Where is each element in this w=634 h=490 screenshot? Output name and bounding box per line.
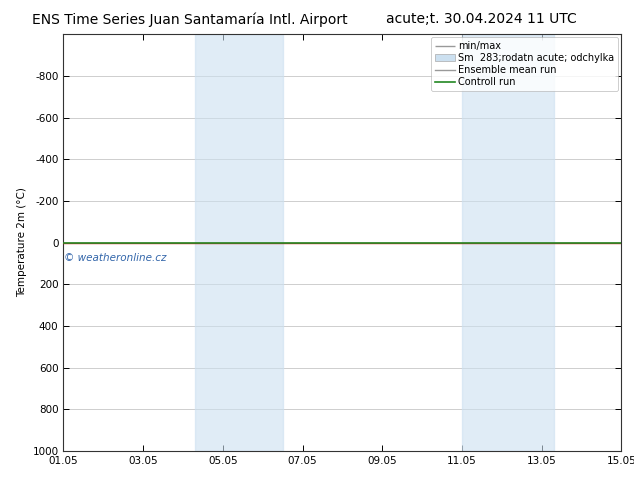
- Text: © weatheronline.cz: © weatheronline.cz: [64, 253, 167, 263]
- Legend: min/max, Sm  283;rodatn acute; odchylka, Ensemble mean run, Controll run: min/max, Sm 283;rodatn acute; odchylka, …: [431, 37, 618, 91]
- Text: ENS Time Series Juan Santamaría Intl. Airport: ENS Time Series Juan Santamaría Intl. Ai…: [32, 12, 348, 27]
- Bar: [462, 34, 553, 451]
- Text: acute;t. 30.04.2024 11 UTC: acute;t. 30.04.2024 11 UTC: [387, 12, 577, 26]
- Bar: [195, 34, 283, 451]
- Y-axis label: Temperature 2m (°C): Temperature 2m (°C): [17, 188, 27, 297]
